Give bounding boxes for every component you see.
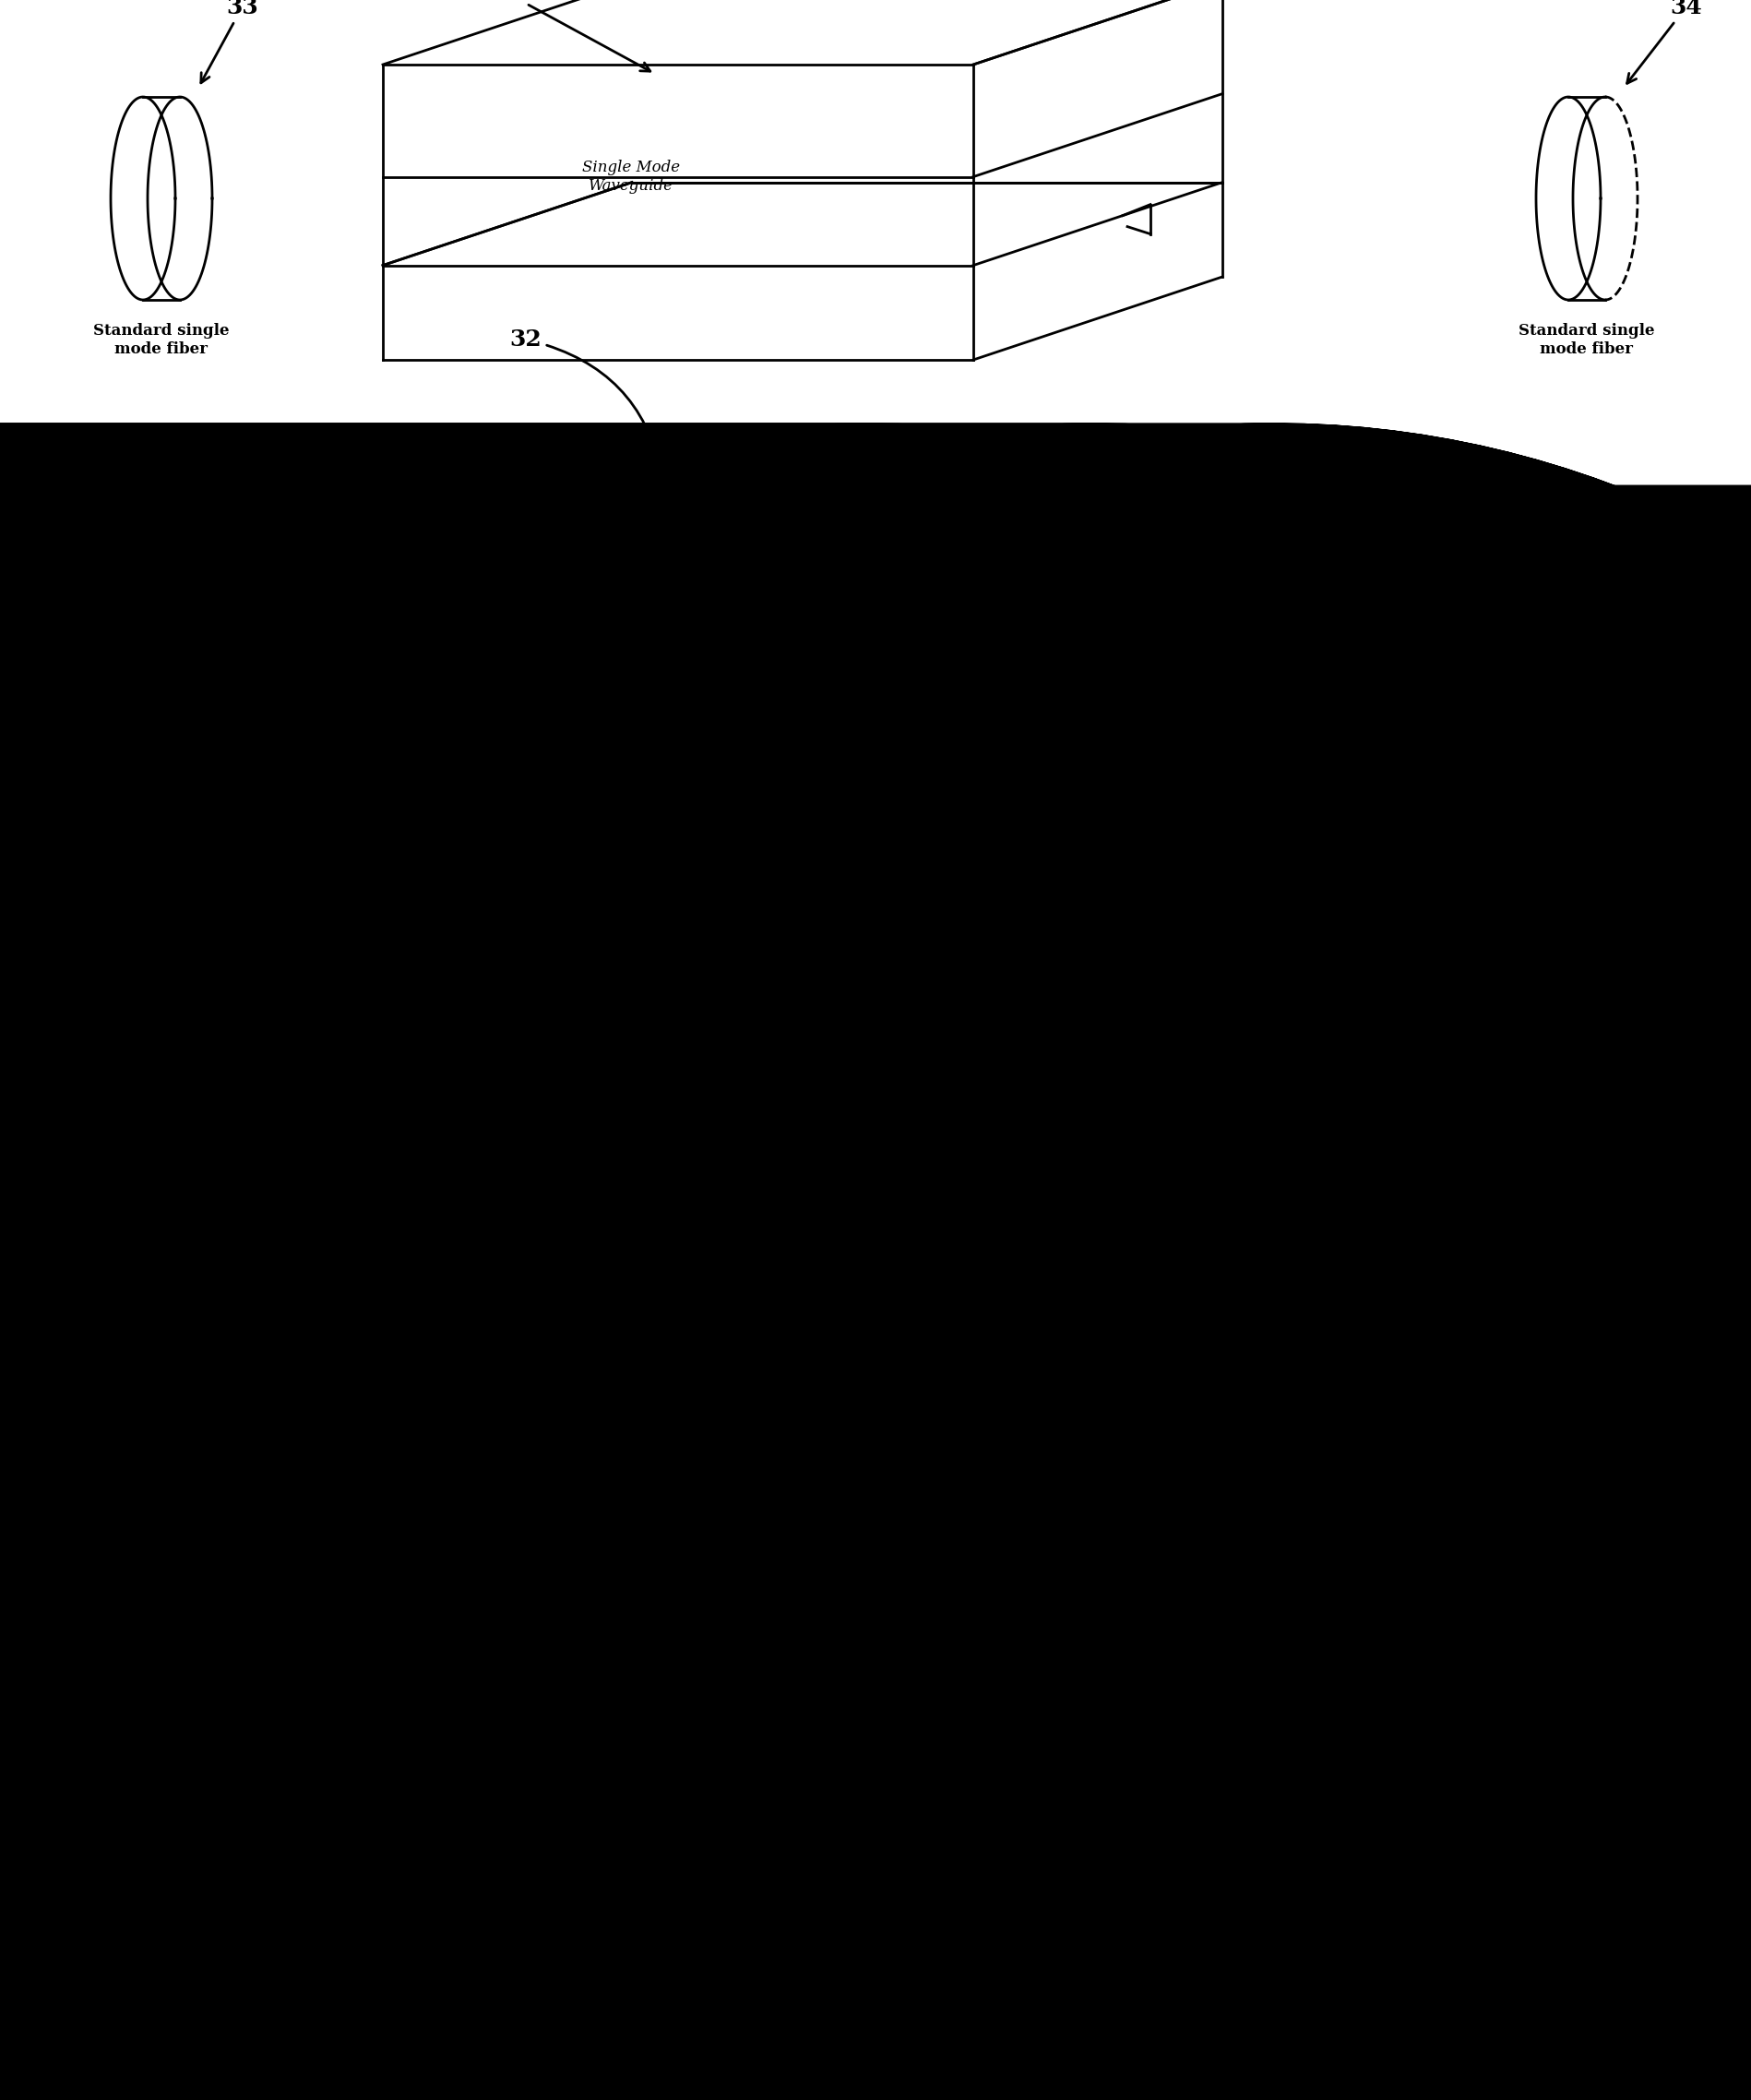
Bar bbox=[986, 1334, 1093, 1434]
Bar bbox=[713, 1537, 818, 1638]
Text: Mode filter: Mode filter bbox=[797, 594, 868, 609]
Bar bbox=[1473, 1363, 1551, 1405]
Text: Mode
Filter 1: Mode Filter 1 bbox=[387, 1571, 452, 1604]
Text: Standard single
mode fiber: Standard single mode fiber bbox=[93, 825, 229, 859]
Bar bbox=[1175, 1334, 1271, 1434]
Text: MWS
(3,n): MWS (3,n) bbox=[1017, 1827, 1061, 1863]
Text: 34: 34 bbox=[1627, 500, 1700, 586]
Text: Mode
Filter
(3,2): Mode Filter (3,2) bbox=[1201, 1564, 1245, 1609]
Bar bbox=[1473, 1567, 1551, 1609]
Text: 32: 32 bbox=[510, 328, 665, 485]
Text: .: . bbox=[51, 640, 60, 662]
Text: MWS1: MWS1 bbox=[219, 1579, 278, 1596]
Bar bbox=[1175, 1537, 1271, 1638]
Text: MWS
(4,1): MWS (4,1) bbox=[1383, 1367, 1429, 1401]
Text: MWS
(4,n): MWS (4,n) bbox=[1383, 1827, 1429, 1863]
Text: Multi-mode
Waveguide Section: Multi-mode Waveguide Section bbox=[387, 638, 524, 666]
Bar bbox=[1354, 1537, 1459, 1638]
Bar bbox=[366, 1537, 473, 1638]
Text: 33: 33 bbox=[201, 0, 257, 82]
Text: Standard single
mode fiber: Standard single mode fiber bbox=[1518, 323, 1655, 357]
Text: Standard single
mode fiber: Standard single mode fiber bbox=[93, 323, 229, 357]
Text: MWS2: MWS2 bbox=[560, 1579, 620, 1596]
Text: Mode
Filter 2: Mode Filter 2 bbox=[734, 1571, 797, 1604]
Text: •
•
•: • • • bbox=[1217, 1695, 1227, 1739]
Text: •
•
•: • • • bbox=[1033, 1695, 1044, 1739]
Bar bbox=[531, 1537, 650, 1638]
Text: MWS
(4,2): MWS (4,2) bbox=[1383, 1569, 1429, 1604]
Text: Mode
Filter
(3,1): Mode Filter (3,1) bbox=[1201, 1363, 1245, 1405]
Text: 31: 31 bbox=[492, 0, 650, 71]
Text: •
•
•: • • • bbox=[1401, 1695, 1411, 1739]
Text: Mode
Filter
(3,n): Mode Filter (3,n) bbox=[1201, 1823, 1245, 1867]
Bar bbox=[1473, 1825, 1551, 1867]
Bar bbox=[79, 1564, 161, 1611]
Bar bbox=[1354, 1796, 1459, 1896]
Text: 34: 34 bbox=[1627, 0, 1700, 84]
Text: Single Mode
Waveguide: Single Mode Waveguide bbox=[581, 160, 679, 193]
Bar bbox=[1354, 1334, 1459, 1434]
Text: Fig.4: Fig.4 bbox=[847, 2020, 902, 2039]
Text: MWS
(3,1): MWS (3,1) bbox=[1017, 1367, 1061, 1401]
Bar bbox=[189, 1537, 308, 1638]
Text: MWS
(3,2): MWS (3,2) bbox=[1017, 1569, 1061, 1604]
Bar bbox=[986, 1796, 1093, 1896]
Text: 33: 33 bbox=[201, 500, 257, 586]
Text: Standard single
mode fiber: Standard single mode fiber bbox=[1518, 825, 1655, 859]
Bar bbox=[1175, 1796, 1271, 1896]
Bar bbox=[986, 1537, 1093, 1638]
Text: Fig.3: Fig.3 bbox=[847, 1000, 902, 1021]
